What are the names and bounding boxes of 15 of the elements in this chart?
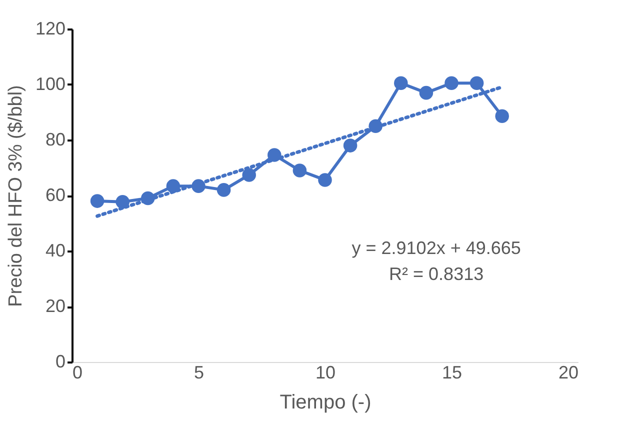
- annotation: R² = 0.8313: [389, 264, 484, 284]
- y-axis-title: Precio del HFO 3% ($/bbl): [5, 85, 26, 307]
- x-tick-label: 20: [558, 362, 578, 382]
- y-tick-label: 20: [45, 296, 66, 316]
- y-tick-label: 100: [35, 74, 66, 94]
- x-tick-label: 15: [442, 362, 462, 382]
- annotation: y = 2.9102x + 49.665: [352, 238, 521, 258]
- x-axis-title: Tiempo (-): [280, 392, 372, 414]
- x-tick-label: 10: [315, 362, 336, 382]
- y-tick-label: 120: [35, 18, 66, 38]
- x-tick-label: 5: [194, 362, 204, 382]
- y-tick-label: 60: [45, 185, 66, 205]
- x-tick-label: 0: [72, 362, 83, 382]
- y-tick-label: 40: [45, 240, 66, 260]
- y-tick-label: 80: [45, 130, 66, 150]
